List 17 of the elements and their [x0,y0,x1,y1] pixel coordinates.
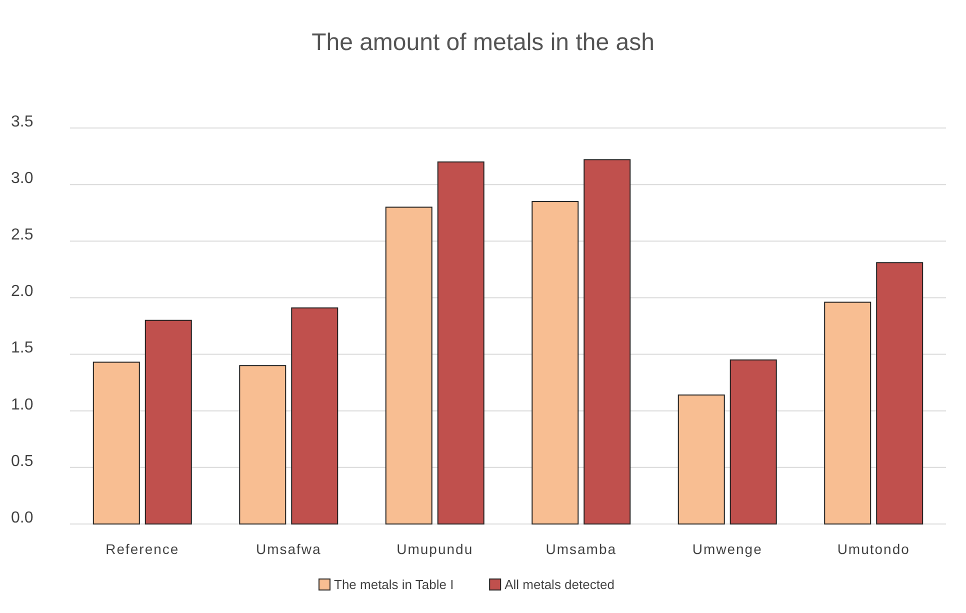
legend-label: All metals detected [504,577,614,592]
y-tick-label: 3.5 [11,113,34,130]
y-tick-label: 2.0 [11,283,34,300]
y-tick-label: 0.0 [11,509,34,526]
y-tick-label: 1.0 [11,396,34,414]
chart-title: The amount of metals in the ash [312,29,654,56]
x-tick-label: Umwenge [692,541,762,557]
y-tick-label: 3.0 [11,170,34,187]
legend-label: The metals in Table I [334,577,454,592]
y-tick-label: 1.5 [11,340,34,357]
x-tick-label: Umupundu [396,541,474,557]
x-tick-label: Umsafwa [256,541,322,557]
y-tick-label: 0.5 [11,452,34,470]
x-tick-label: Umutondo [837,541,910,557]
y-tick-label: 2.5 [11,226,34,244]
x-tick-label: Umsamba [546,541,617,557]
x-tick-label: Reference [106,541,180,557]
